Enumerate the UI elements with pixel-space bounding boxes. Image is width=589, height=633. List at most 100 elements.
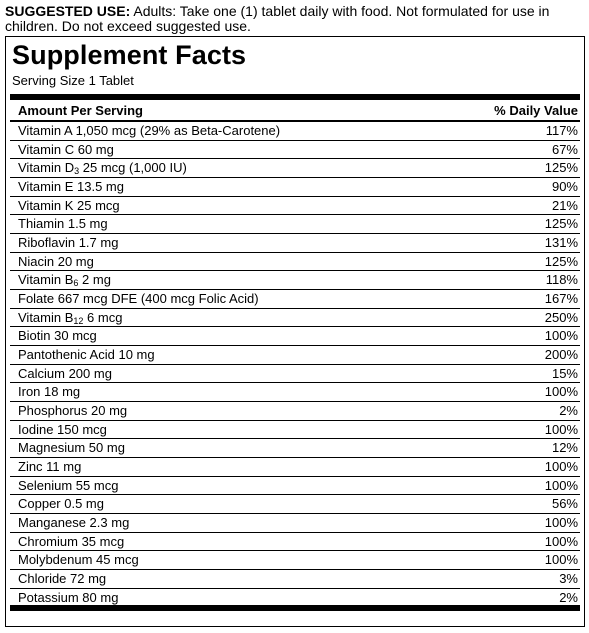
nutrient-name-text: Chromium 35 mcg [18, 533, 125, 549]
nutrient-row: Thiamin 1.5 mg 125% [10, 215, 580, 235]
nutrient-name: Manganese 2.3 mg [18, 514, 129, 532]
nutrient-name-text: Vitamin C 60 mg [18, 141, 114, 157]
header-divider [10, 120, 580, 122]
daily-value: 131% [544, 235, 578, 251]
nutrient-name-text: Manganese 2.3 mg [18, 515, 130, 531]
nutrient-name: Niacin 20 mg [18, 253, 94, 271]
nutrient-amount-text: 25 mcg (1,000 IU) [79, 160, 187, 176]
supplement-facts-panel: Supplement Facts Serving Size 1 Tablet A… [5, 36, 585, 627]
daily-value: 125% [544, 216, 578, 232]
daily-value: 12% [551, 440, 578, 456]
suggested-use-text: Adults: Take one (1) tablet daily with f… [5, 3, 550, 34]
nutrient-name: Pantothenic Acid 10 mg [18, 346, 155, 364]
nutrient-name: Vitamin C 60 mg [18, 141, 114, 159]
nutrient-row: Magnesium 50 mg 12% [10, 439, 580, 459]
suggested-use: SUGGESTED USE: Adults: Take one (1) tabl… [5, 4, 585, 33]
nutrient-row: Manganese 2.3 mg 100% [10, 514, 580, 533]
nutrient-name: Vitamin B6 2 mg [18, 271, 111, 289]
top-divider-bar [10, 94, 580, 100]
nutrient-name-text: Niacin 20 mg [18, 253, 94, 269]
nutrient-name-text: Vitamin B [18, 272, 74, 288]
nutrient-name-text: Folate 667 mcg DFE (400 mcg Folic Acid) [18, 291, 259, 307]
column-header-row: Amount Per Serving % Daily Value [18, 102, 578, 120]
daily-value: 118% [545, 272, 578, 288]
nutrient-row: Iodine 150 mcg 100% [10, 421, 580, 440]
nutrient-rows: Vitamin A 1,050 mcg (29% as Beta-Caroten… [10, 122, 580, 607]
nutrient-name-text: Iodine 150 mcg [18, 421, 107, 437]
nutrient-name: Vitamin E 13.5 mg [18, 178, 124, 196]
nutrient-row: Niacin 20 mg 125% [10, 253, 580, 272]
nutrient-name-text: Vitamin B [18, 309, 74, 325]
nutrient-row: Calcium 200 mg 15% [10, 365, 580, 384]
daily-value: 125% [544, 160, 578, 176]
nutrient-row: Zinc 11 mg 100% [10, 458, 580, 477]
nutrient-row: Vitamin D3 25 mcg (1,000 IU) 125% [10, 159, 580, 179]
daily-value: 100% [544, 328, 578, 344]
serving-size: Serving Size 1 Tablet [12, 73, 134, 88]
nutrient-row: Riboflavin 1.7 mg 131% [10, 234, 580, 253]
nutrient-name-text: Vitamin E 13.5 mg [18, 179, 124, 195]
daily-value-header: % Daily Value [494, 103, 578, 118]
nutrient-row: Selenium 55 mcg 100% [10, 477, 580, 496]
nutrient-name: Zinc 11 mg [18, 458, 81, 476]
daily-value: 200% [544, 347, 578, 363]
amount-per-serving-header: Amount Per Serving [18, 103, 143, 118]
daily-value: 125% [544, 253, 578, 269]
nutrient-name-text: Molybdenum 45 mcg [18, 552, 139, 568]
nutrient-name: Molybdenum 45 mcg [18, 551, 139, 569]
nutrient-name-text: Vitamin K 25 mcg [18, 197, 120, 213]
nutrient-name: Vitamin A 1,050 mcg (29% as Beta-Caroten… [18, 122, 280, 140]
nutrient-row: Chloride 72 mg 3% [10, 570, 580, 589]
nutrient-name-text: Zinc 11 mg [18, 459, 82, 475]
daily-value: 100% [544, 459, 578, 475]
nutrient-name-text: Phosphorus 20 mg [18, 403, 128, 419]
nutrient-row: Vitamin K 25 mcg 21% [10, 197, 580, 216]
nutrient-amount-text: 6 mcg [83, 309, 123, 325]
nutrient-name: Potassium 80 mg [18, 589, 118, 607]
nutrient-name-text: Magnesium 50 mg [18, 440, 125, 456]
nutrient-row: Folate 667 mcg DFE (400 mcg Folic Acid) 1… [10, 290, 580, 309]
nutrient-name: Vitamin D3 25 mcg (1,000 IU) [18, 159, 187, 177]
nutrient-row: Vitamin C 60 mg 67% [10, 141, 580, 160]
nutrient-name: Vitamin K 25 mcg [18, 197, 120, 215]
nutrient-name-text: Pantothenic Acid 10 mg [18, 347, 155, 363]
nutrient-name: Folate 667 mcg DFE (400 mcg Folic Acid) [18, 290, 259, 308]
panel-title: Supplement Facts [12, 40, 247, 70]
suggested-use-heading: SUGGESTED USE: [5, 3, 131, 19]
nutrient-row: Biotin 30 mcg 100% [10, 327, 580, 347]
nutrient-name: Calcium 200 mg [18, 365, 112, 383]
daily-value: 100% [544, 552, 578, 568]
daily-value: 100% [544, 533, 578, 549]
nutrient-name-text: Iron 18 mg [18, 384, 81, 400]
daily-value: 100% [544, 515, 578, 531]
nutrient-subscript: 3 [74, 166, 80, 177]
nutrient-name-text: Calcium 200 mg [18, 365, 112, 381]
nutrient-row: Iron 18 mg 100% [10, 383, 580, 403]
daily-value: 100% [544, 384, 578, 400]
nutrient-name: Chromium 35 mcg [18, 533, 124, 551]
bottom-divider-bar [10, 605, 580, 611]
nutrient-amount-text: 2 mg [78, 272, 111, 288]
daily-value: 100% [544, 477, 578, 493]
nutrient-name-text: Riboflavin 1.7 mg [18, 235, 119, 251]
nutrient-name: Magnesium 50 mg [18, 439, 125, 457]
daily-value: 3% [559, 571, 578, 587]
nutrient-row: Vitamin A 1,050 mcg (29% as Beta-Caroten… [10, 122, 580, 141]
daily-value: 250% [544, 309, 578, 325]
nutrient-name: Iron 18 mg [18, 383, 80, 401]
nutrient-name: Biotin 30 mcg [18, 327, 97, 345]
nutrient-name-text: Thiamin 1.5 mg [18, 216, 108, 232]
nutrient-name: Phosphorus 20 mg [18, 402, 127, 420]
nutrient-name-text: Biotin 30 mcg [18, 328, 97, 344]
nutrient-name-text: Potassium 80 mg [18, 589, 119, 605]
nutrient-name: Vitamin B12 6 mcg [18, 309, 122, 327]
nutrient-name-text: Copper 0.5 mg [18, 496, 104, 512]
daily-value: 2% [559, 403, 578, 419]
nutrient-row: Vitamin B12 6 mcg 250% [10, 309, 580, 328]
nutrient-row: Chromium 35 mcg 100% [10, 533, 580, 552]
nutrient-subscript: 12 [73, 315, 84, 326]
nutrient-name: Chloride 72 mg [18, 570, 106, 588]
nutrient-row: Phosphorus 20 mg 2% [10, 402, 580, 421]
daily-value: 100% [544, 421, 578, 437]
nutrient-row: Vitamin E 13.5 mg 90% [10, 178, 580, 197]
